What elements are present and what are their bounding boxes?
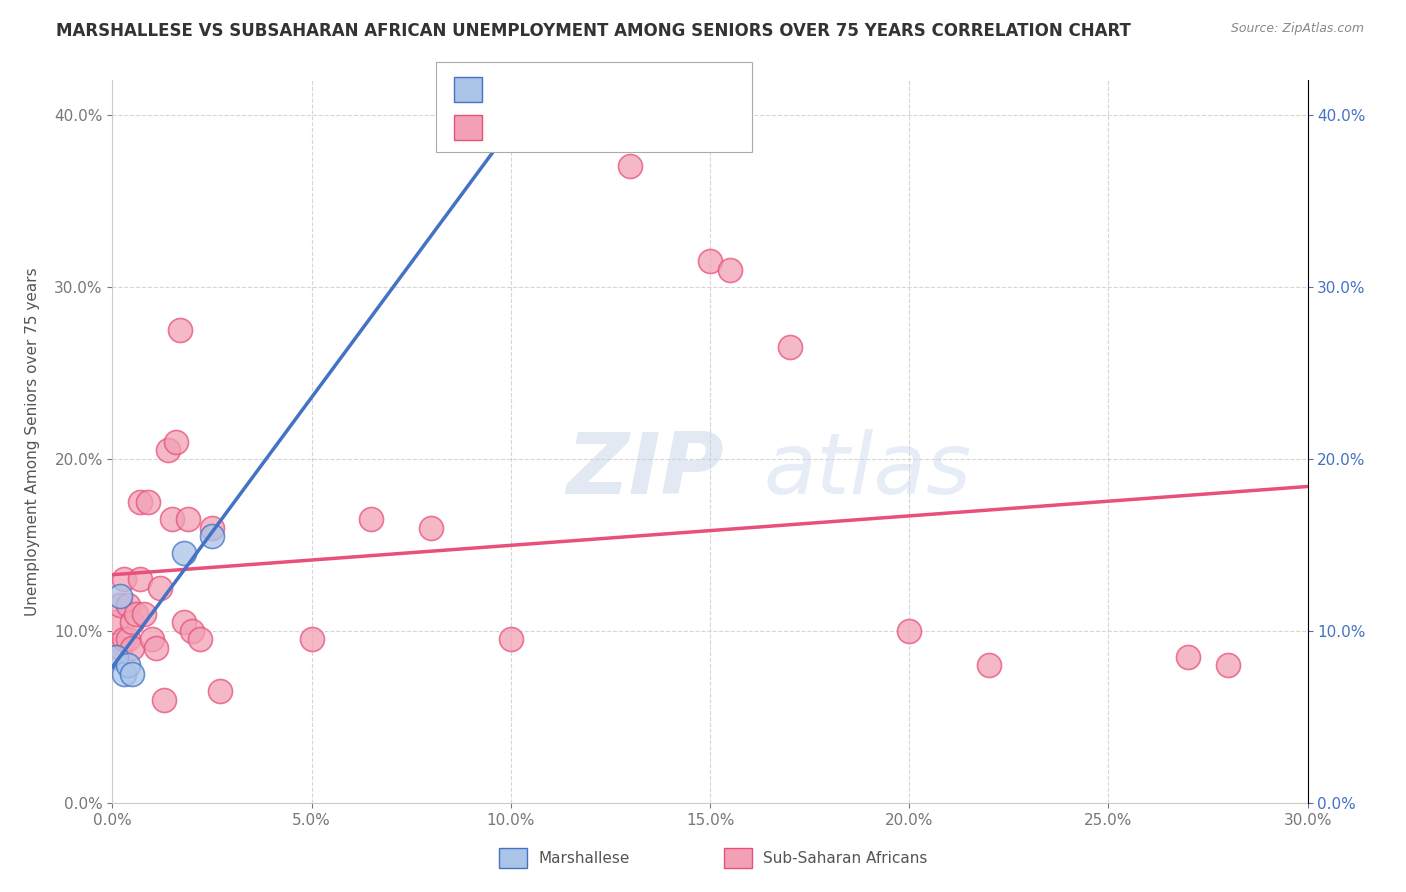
Point <box>125 607 148 621</box>
Point <box>898 624 921 638</box>
Point <box>162 512 183 526</box>
Point <box>779 340 801 354</box>
Point <box>129 494 152 508</box>
Point <box>169 323 191 337</box>
Text: 7: 7 <box>616 80 627 98</box>
Point <box>499 632 522 647</box>
Point <box>105 615 128 630</box>
Text: R =: R = <box>489 80 526 98</box>
Point <box>141 632 163 647</box>
Point <box>110 590 132 604</box>
Point <box>201 520 224 534</box>
Point <box>114 572 135 586</box>
Text: atlas: atlas <box>763 429 972 512</box>
Point <box>134 607 156 621</box>
Point <box>173 546 195 560</box>
Point <box>165 434 187 449</box>
Point <box>117 658 139 673</box>
Y-axis label: Unemployment Among Seniors over 75 years: Unemployment Among Seniors over 75 years <box>25 268 41 615</box>
Point <box>718 262 741 277</box>
Point <box>173 615 195 630</box>
Point <box>699 253 721 268</box>
Point <box>105 649 128 664</box>
Point <box>129 572 152 586</box>
Point <box>360 512 382 526</box>
Point <box>117 632 139 647</box>
Point <box>121 640 143 655</box>
Point <box>157 443 180 458</box>
Text: 0.312: 0.312 <box>529 119 581 136</box>
Text: N=: N= <box>585 119 616 136</box>
Point <box>145 640 167 655</box>
Point <box>121 615 143 630</box>
Point <box>114 632 135 647</box>
Point <box>977 658 1000 673</box>
Point <box>181 624 204 638</box>
Point <box>117 598 139 612</box>
Text: Marshallese: Marshallese <box>538 851 630 865</box>
Point <box>114 666 135 681</box>
Point <box>201 529 224 543</box>
Point <box>1216 658 1239 673</box>
Point <box>188 632 211 647</box>
Text: 0.433: 0.433 <box>529 80 582 98</box>
Point <box>110 640 132 655</box>
Text: N=: N= <box>585 80 616 98</box>
Point <box>1177 649 1199 664</box>
Text: Sub-Saharan Africans: Sub-Saharan Africans <box>763 851 928 865</box>
Point <box>153 692 176 706</box>
Text: Source: ZipAtlas.com: Source: ZipAtlas.com <box>1230 22 1364 36</box>
Point <box>177 512 200 526</box>
Point <box>209 684 232 698</box>
Point <box>149 581 172 595</box>
Text: 40: 40 <box>616 119 638 136</box>
Text: ZIP: ZIP <box>567 429 724 512</box>
Text: MARSHALLESE VS SUBSAHARAN AFRICAN UNEMPLOYMENT AMONG SENIORS OVER 75 YEARS CORRE: MARSHALLESE VS SUBSAHARAN AFRICAN UNEMPL… <box>56 22 1130 40</box>
Point <box>301 632 323 647</box>
Point <box>138 494 160 508</box>
Point <box>619 159 641 173</box>
Point <box>121 666 143 681</box>
Point <box>420 520 443 534</box>
Point <box>110 598 132 612</box>
Text: R =: R = <box>489 119 526 136</box>
